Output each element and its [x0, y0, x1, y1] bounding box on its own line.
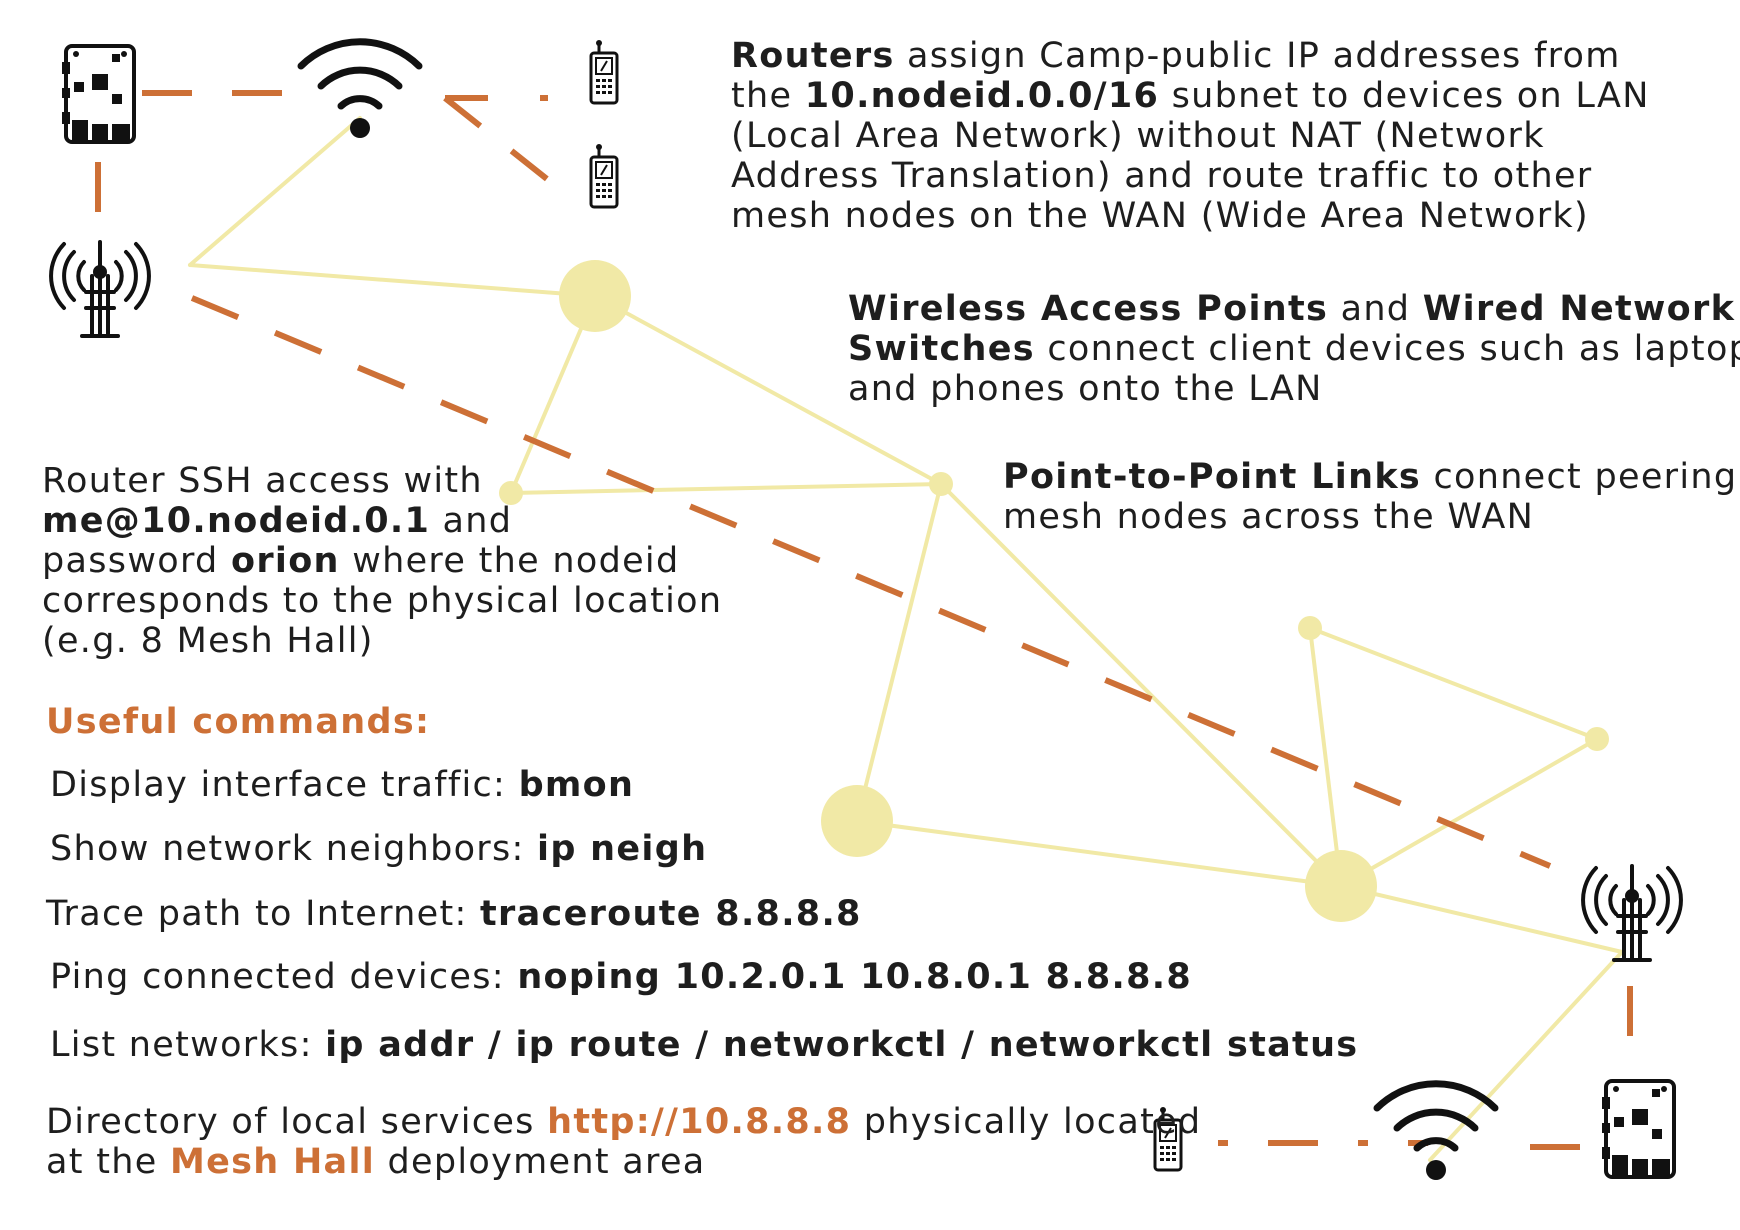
mesh-link [188, 116, 362, 267]
wired-link [443, 95, 554, 186]
mesh-node-large [1305, 850, 1377, 922]
phone-icon [589, 38, 619, 105]
mesh-link [1339, 737, 1599, 888]
command-text: bmon [518, 765, 635, 805]
mesh-node-small [929, 472, 953, 496]
ssh-login: me@10.nodeid.0.1 [42, 501, 431, 541]
command-text: ip addr / ip route / networkctl / networ… [325, 1025, 1359, 1065]
routers-note: Routers assign Camp-public IP addresses … [731, 36, 1650, 236]
mesh-link [1339, 884, 1624, 954]
mesh-nodes [499, 260, 1609, 922]
mesh-node-large [821, 785, 893, 857]
mesh-node-large [559, 260, 631, 332]
command-item: Show network neighbors: ip neigh [50, 829, 708, 869]
wifi-icon [1377, 1084, 1495, 1180]
command-text: ip neigh [537, 829, 708, 869]
antenna-tower-icon [49, 240, 151, 338]
wired-link [190, 295, 1552, 869]
wifi-icon [301, 42, 419, 138]
mesh-node-small [1298, 616, 1322, 640]
point-to-point-note: Point-to-Point Links connect peering mes… [1003, 457, 1738, 537]
mesh-link [1308, 626, 1599, 741]
ssh-password: orion [231, 541, 340, 581]
command-item: Ping connected devices: noping 10.2.0.1 … [50, 957, 1193, 997]
mesh-link [939, 482, 1343, 888]
wired-links [95, 90, 1633, 1150]
mesh-link [188, 263, 597, 298]
mesh-node-small [1585, 727, 1609, 751]
mesh-link [855, 819, 1343, 888]
mesh-link [1308, 626, 1343, 888]
mesh-link [509, 482, 943, 495]
mesh-link [593, 294, 943, 486]
phone-icon [589, 142, 619, 209]
mesh-links [188, 116, 1624, 1162]
routers-term: Routers [731, 36, 895, 76]
command-item: List networks: ip addr / ip route / netw… [50, 1025, 1359, 1065]
location-name: Mesh Hall [169, 1142, 376, 1182]
subnet-value: 10.nodeid.0.0/16 [804, 76, 1160, 116]
ssh-access-note: Router SSH access with me@10.nodeid.0.1 … [42, 461, 723, 661]
mesh-link [1428, 950, 1624, 1162]
router-board-icon [60, 44, 136, 144]
command-text: noping 10.2.0.1 10.8.0.1 8.8.8.8 [517, 957, 1193, 997]
mesh-node-small [499, 481, 523, 505]
mesh-link [855, 482, 943, 823]
directory-note: Directory of local services http://10.8.… [46, 1102, 1202, 1182]
command-item: Display interface traffic: bmon [50, 765, 635, 805]
command-text: traceroute 8.8.8.8 [480, 894, 862, 934]
commands-heading: Useful commands: [46, 702, 431, 742]
access-points-note: Wireless Access Points and Wired Network… [848, 289, 1740, 409]
command-item: Trace path to Internet: traceroute 8.8.8… [46, 894, 862, 934]
services-link[interactable]: http://10.8.8.8 [547, 1102, 852, 1142]
router-board-icon [1600, 1079, 1676, 1179]
